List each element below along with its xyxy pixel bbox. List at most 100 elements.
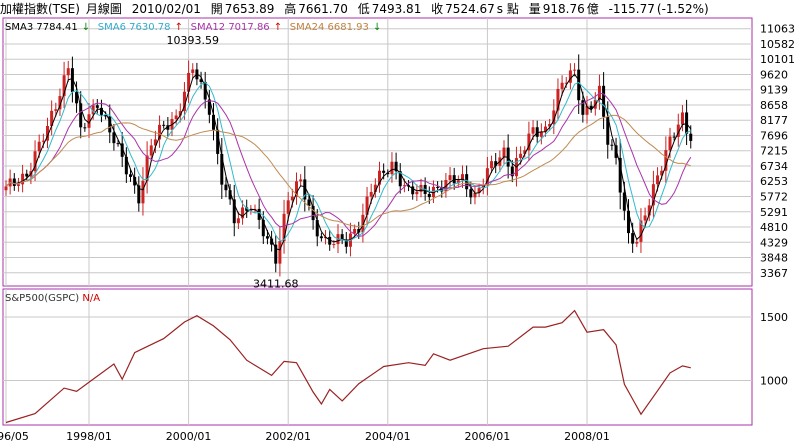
candle-body xyxy=(544,126,547,132)
candle-body xyxy=(440,187,444,192)
candle-body xyxy=(249,209,253,211)
candle-body xyxy=(46,125,49,141)
candle-body xyxy=(651,184,655,206)
candle-body xyxy=(245,207,249,211)
candle-body xyxy=(91,105,95,115)
candle-body xyxy=(631,233,635,244)
candle-body xyxy=(523,150,527,154)
candle-body xyxy=(95,105,99,108)
candle-body xyxy=(643,215,647,221)
close-value: 7524.67 xyxy=(445,2,495,16)
candle-body xyxy=(328,236,332,245)
candle-body xyxy=(174,115,178,120)
candle-body xyxy=(278,241,282,264)
sma12-line xyxy=(5,92,692,237)
low-value: 7493.81 xyxy=(371,2,422,16)
candle-body xyxy=(369,191,373,197)
sma6-line xyxy=(5,81,691,242)
candle-body xyxy=(344,239,348,247)
candle-body xyxy=(282,213,286,242)
ma-legend-item: SMA6 7630.78 xyxy=(98,22,171,33)
candle-body xyxy=(216,129,220,154)
candle-body xyxy=(311,205,315,221)
candle-body xyxy=(456,180,460,184)
candle-body xyxy=(257,208,261,220)
candle-body xyxy=(286,200,290,214)
candle-body xyxy=(70,68,74,93)
change-percent: (-1.52%) xyxy=(656,2,709,16)
candle-body xyxy=(502,147,506,158)
ma-legend-item: SMA12 7017.86 xyxy=(191,22,270,33)
upper-y-tick-label: 7696 xyxy=(760,129,788,142)
candle-body xyxy=(104,114,108,117)
lower-panel-title: S&P500(GSPC) N/A xyxy=(5,293,100,304)
candle-body xyxy=(212,114,215,130)
x-tick-label: 2006/01 xyxy=(465,430,511,443)
candle-body xyxy=(676,124,680,137)
candle-body xyxy=(436,186,440,188)
candle-body xyxy=(137,185,141,204)
close-unit: s 點 xyxy=(496,2,519,16)
candle-body xyxy=(660,170,664,176)
lower-y-tick-label: 1500 xyxy=(760,311,788,324)
candle-body xyxy=(232,199,236,224)
candle-body xyxy=(83,127,87,129)
candle-body xyxy=(340,234,344,240)
candle-body xyxy=(614,145,618,158)
candle-body xyxy=(162,124,166,126)
candle-body xyxy=(307,199,311,206)
candle-body xyxy=(606,116,610,145)
candle-body xyxy=(685,112,689,134)
candle-body xyxy=(577,69,581,101)
candle-body xyxy=(564,82,568,84)
candle-body xyxy=(25,173,29,177)
candle-body xyxy=(54,109,58,111)
x-tick-label: 2002/01 xyxy=(265,430,311,443)
candle-body xyxy=(207,99,211,115)
ma-trend-arrow: ↓ xyxy=(82,22,90,33)
candle-body xyxy=(664,150,668,171)
upper-y-tick-label: 3848 xyxy=(760,252,788,265)
index-name: 加權指數(TSE) xyxy=(0,2,80,16)
candle-body xyxy=(290,196,294,201)
close-label: 收 xyxy=(431,2,444,16)
change-value: -115.77 xyxy=(608,2,655,16)
upper-y-tick-label: 3367 xyxy=(760,267,788,280)
candle-body xyxy=(672,136,676,138)
candle-body xyxy=(124,156,128,175)
candle-body xyxy=(99,107,103,115)
candle-body xyxy=(145,155,149,181)
candle-body xyxy=(224,184,228,191)
candle-body xyxy=(581,100,585,115)
upper-y-tick-label: 9139 xyxy=(760,84,788,97)
candle-body xyxy=(133,176,137,186)
candle-body xyxy=(622,192,626,211)
candle-body xyxy=(635,241,639,244)
high-value: 7661.70 xyxy=(298,2,348,16)
candle-body xyxy=(33,151,37,172)
candle-body xyxy=(116,143,120,145)
volume-unit: 億 xyxy=(586,2,599,16)
upper-y-tick-label: 8658 xyxy=(760,99,788,112)
candle-body xyxy=(79,103,83,128)
candle-body xyxy=(560,82,564,89)
candle-body xyxy=(241,207,245,219)
candle-body xyxy=(527,133,531,151)
candle-body xyxy=(361,214,365,233)
upper-y-tick-label: 4329 xyxy=(760,236,788,249)
x-tick-label: 2008/01 xyxy=(564,430,610,443)
candle-body xyxy=(166,125,170,130)
ma-trend-arrow: ↑ xyxy=(274,22,282,33)
candle-body xyxy=(568,70,572,83)
candle-body xyxy=(519,153,523,159)
upper-y-tick-label: 6253 xyxy=(760,175,788,188)
candle-body xyxy=(129,174,132,177)
sp500-line xyxy=(5,309,691,424)
candle-body xyxy=(270,238,274,245)
candle-body xyxy=(535,127,539,137)
candle-body xyxy=(510,166,514,177)
candle-body xyxy=(236,218,240,224)
candle-body xyxy=(87,114,91,128)
ma-trend-arrow: ↑ xyxy=(175,22,183,33)
candle-body xyxy=(203,81,207,100)
